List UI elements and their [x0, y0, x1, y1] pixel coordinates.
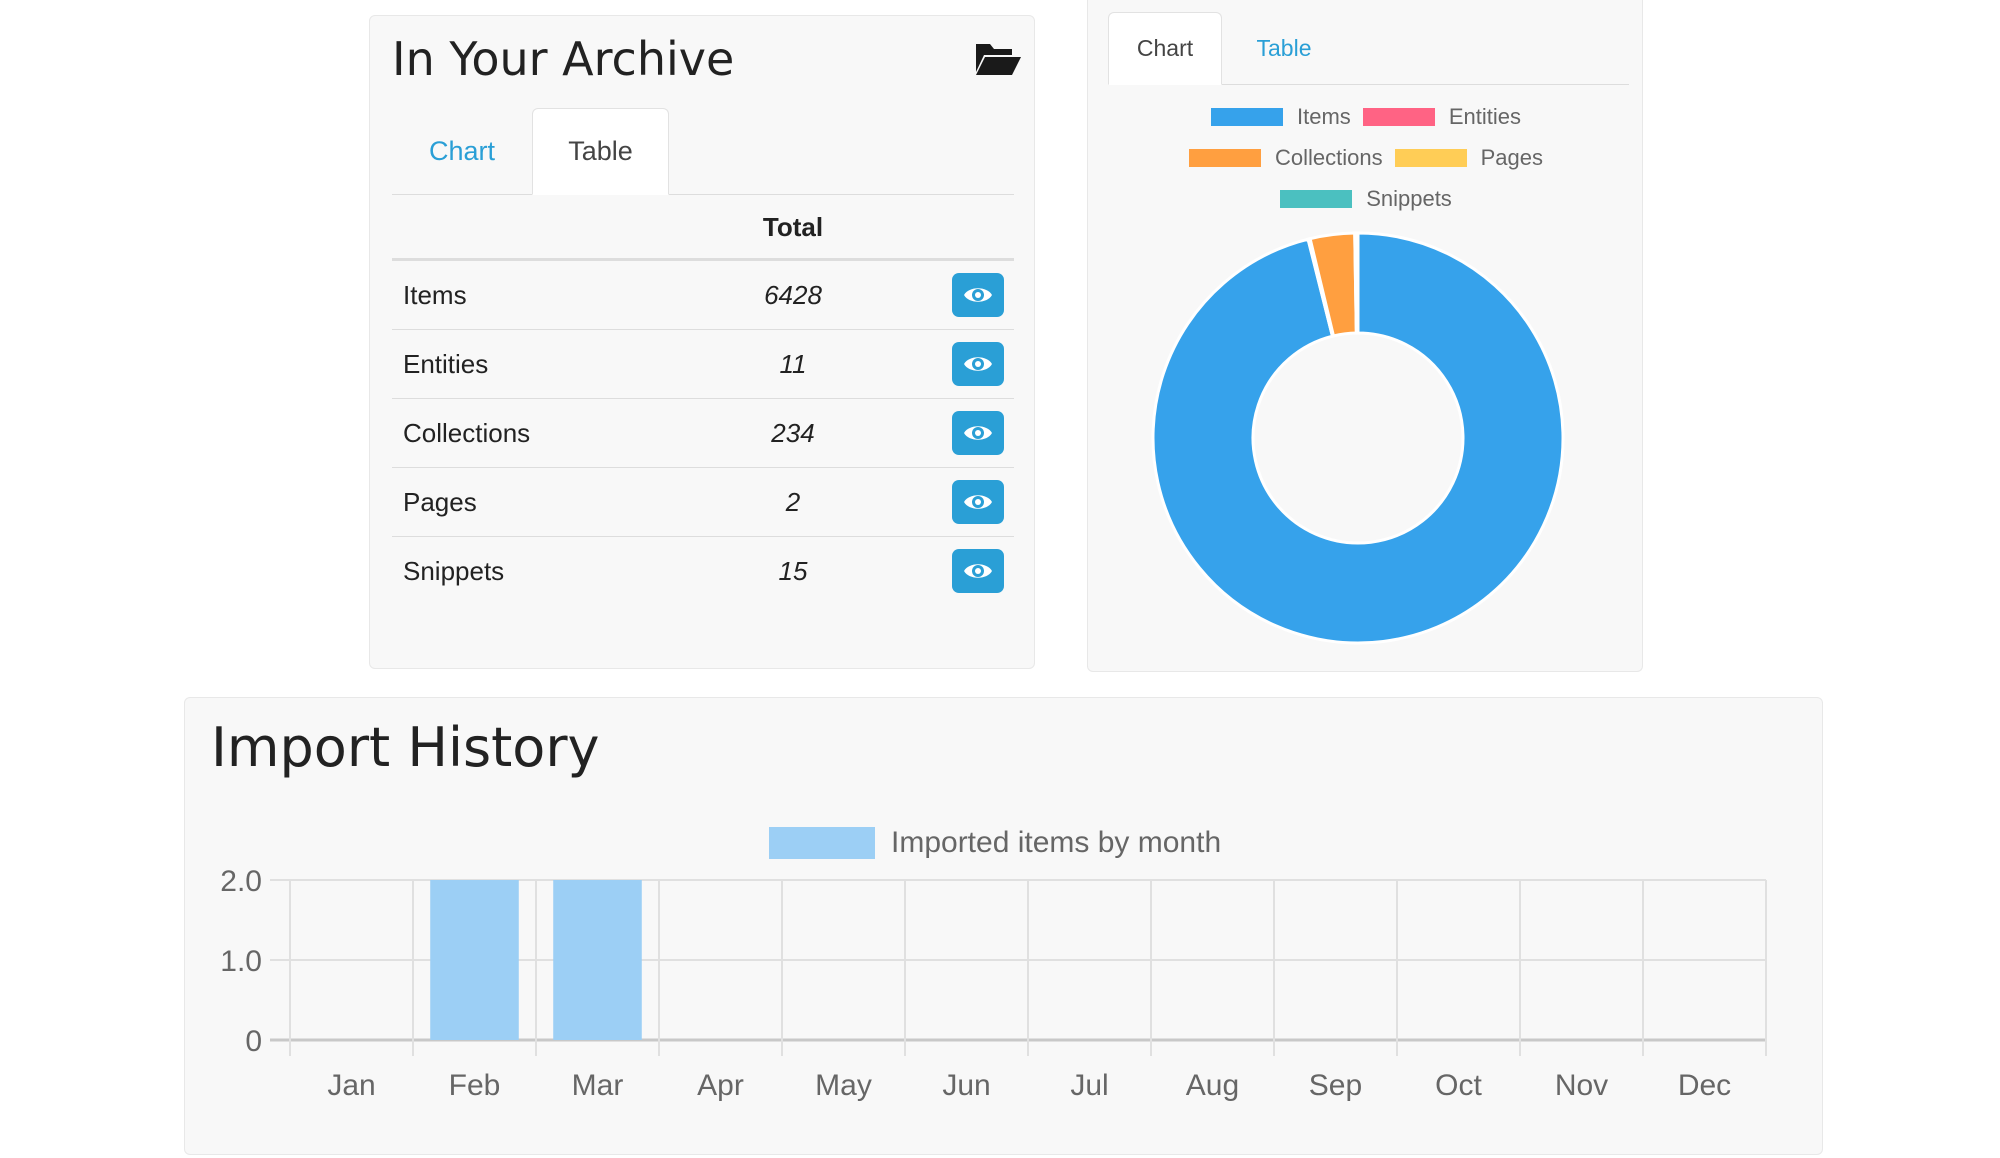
legend-label: Snippets	[1366, 185, 1452, 211]
header-actions	[923, 196, 1014, 261]
legend-label: Pages	[1480, 144, 1543, 170]
import-history-panel: Import History 0 1.0 2.0 Jan Feb Mar Apr May Jun…	[184, 697, 1823, 1155]
legend-label: Collections	[1275, 144, 1383, 170]
table-row: Collections 234	[392, 398, 1014, 468]
table-header-row: Total	[392, 196, 1014, 261]
tab-table[interactable]: Table	[1256, 35, 1312, 61]
view-collections-button[interactable]	[952, 411, 1004, 455]
legend-label[interactable]: Imported items by month	[891, 826, 1222, 859]
table-row: Items 6428	[392, 259, 1014, 330]
row-total: 15	[778, 555, 808, 586]
x-tick-label: Sep	[1309, 1069, 1362, 1102]
legend-swatch	[1362, 107, 1435, 126]
view-snippets-button[interactable]	[952, 549, 1004, 593]
header-blank	[392, 196, 663, 261]
donut-chart	[1151, 231, 1565, 645]
legend-item-pages[interactable]: Pages	[1394, 144, 1543, 171]
row-action	[923, 398, 1014, 468]
legend-row: Collections Pages	[1088, 137, 1644, 178]
tab-table[interactable]: Table	[532, 108, 669, 195]
donut-slice-snippets[interactable]	[1353, 231, 1360, 335]
bar-legend: Imported items by month	[769, 826, 1221, 860]
legend-swatch	[1280, 189, 1353, 208]
archive-summary-table: Total Items 6428 Entities 11 Collections 234 P…	[392, 196, 1014, 605]
eye-icon	[964, 426, 992, 440]
legend-row: Snippets	[1088, 178, 1644, 219]
table-row: Entities 11	[392, 329, 1014, 399]
x-tick-label: Apr	[697, 1069, 744, 1102]
eye-icon	[964, 357, 992, 371]
y-tick-label: 0	[245, 1025, 262, 1058]
archive-chart-panel: Chart Table Items Entities Collections Page…	[1087, 0, 1643, 672]
x-tick-label: Jun	[942, 1069, 990, 1102]
folder-open-icon	[976, 44, 1021, 75]
x-tick-label: May	[815, 1069, 872, 1102]
x-tick-label: Jul	[1070, 1069, 1108, 1102]
row-total: 11	[663, 329, 923, 399]
view-pages-button[interactable]	[952, 480, 1004, 524]
x-tick-label: Oct	[1435, 1069, 1482, 1102]
row-label: Snippets	[403, 555, 505, 586]
row-label: Collections	[392, 398, 663, 468]
import-history-title: Import History	[211, 716, 600, 779]
x-tick-label: Aug	[1186, 1069, 1239, 1102]
row-total: 234	[663, 398, 923, 468]
row-action	[923, 259, 1014, 330]
view-entities-button[interactable]	[952, 342, 1004, 386]
row-label: Pages	[392, 467, 663, 537]
row-action	[923, 329, 1014, 399]
row-total: 6428	[663, 259, 923, 330]
legend-row: Items Entities	[1088, 96, 1644, 137]
legend-label: Entities	[1448, 103, 1521, 129]
row-label: Entities	[392, 329, 663, 399]
header-total: Total	[663, 196, 923, 261]
archive-table-body: Items 6428 Entities 11 Collections 234 Pages 2 S…	[392, 259, 1014, 606]
x-tick-label: Jan	[327, 1069, 375, 1102]
bar-mar[interactable]	[553, 880, 642, 1040]
legend-swatch	[1211, 107, 1284, 126]
eye-icon	[964, 495, 992, 509]
eye-icon	[964, 564, 992, 578]
table-row: Snippets 15	[392, 537, 1014, 606]
legend-swatch	[1394, 148, 1467, 167]
table-row: Pages 2	[392, 467, 1014, 537]
tab-chart[interactable]: Chart	[1108, 12, 1222, 85]
x-tick-label: Mar	[572, 1069, 624, 1102]
row-action	[923, 467, 1014, 537]
archive-title: In Your Archive	[392, 32, 735, 86]
legend-item-collections[interactable]: Collections	[1189, 145, 1383, 171]
view-items-button[interactable]	[952, 273, 1004, 317]
x-tick-label: Feb	[449, 1069, 501, 1102]
legend-item-items[interactable]: Items	[1211, 104, 1351, 130]
import-bar-chart: 0 1.0 2.0 Jan Feb Mar Apr May Jun Jul Aug Sep Oct Nov…	[220, 865, 1767, 1102]
x-tick-label: Nov	[1555, 1069, 1608, 1102]
archive-panel: In Your Archive Chart Table Total Items 6…	[369, 15, 1035, 669]
row-label: Items	[392, 259, 663, 330]
legend-label: Items	[1297, 103, 1351, 129]
y-tick-label: 2.0	[220, 865, 262, 898]
row-action	[923, 537, 1014, 606]
legend-swatch	[1189, 148, 1261, 167]
legend-swatch	[769, 827, 875, 859]
tab-chart[interactable]: Chart	[428, 136, 496, 166]
donut-legend: Items Entities Collections Pages Snippets	[1088, 96, 1644, 219]
archive-tab-bar: Chart Table	[392, 108, 1014, 195]
donut-slice-items[interactable]	[1151, 231, 1565, 645]
y-tick-label: 1.0	[220, 945, 262, 978]
chart-tab-bar: Chart Table	[1108, 12, 1629, 85]
legend-item-snippets[interactable]: Snippets	[1280, 186, 1452, 212]
legend-item-entities[interactable]: Entities	[1362, 103, 1521, 130]
eye-icon	[964, 288, 992, 302]
bar-feb[interactable]	[430, 880, 519, 1040]
row-total: 2	[663, 467, 923, 537]
x-tick-label: Dec	[1678, 1069, 1731, 1102]
